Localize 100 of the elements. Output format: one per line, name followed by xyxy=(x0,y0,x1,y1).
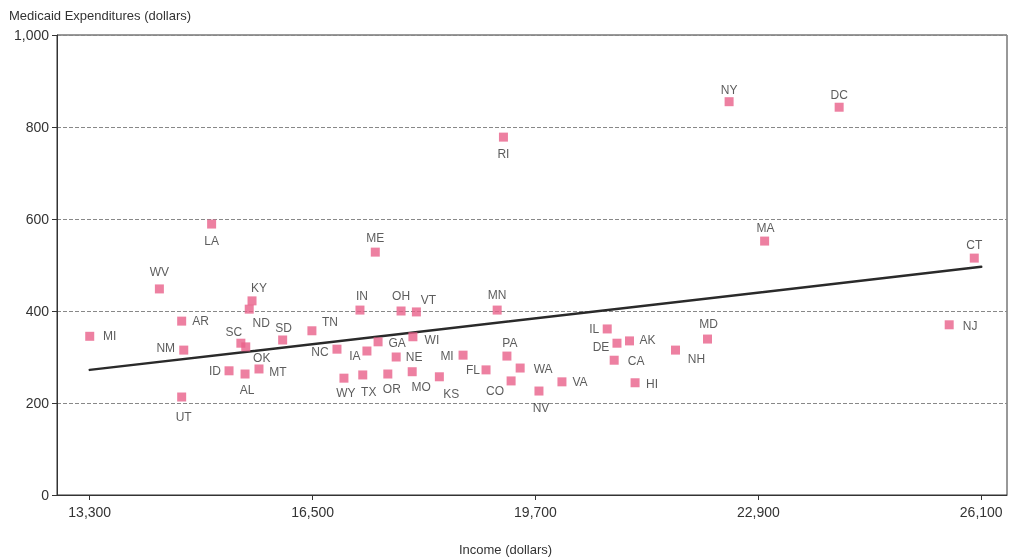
point xyxy=(370,247,380,257)
point xyxy=(625,336,635,346)
point xyxy=(278,335,288,345)
point xyxy=(154,284,164,294)
point xyxy=(85,331,95,341)
point xyxy=(612,338,622,348)
annotation: NV xyxy=(532,401,550,416)
annotation: HI xyxy=(646,376,659,391)
annotation: NJ xyxy=(962,318,978,333)
point xyxy=(515,363,525,373)
annotation: NY xyxy=(720,82,738,97)
annotation: KS xyxy=(443,386,460,401)
y-axis-title: Medicaid Expenditures (dollars) xyxy=(9,8,192,23)
x-tick-label: 13,300 xyxy=(68,504,112,520)
annotation: CT xyxy=(966,238,983,253)
point xyxy=(391,352,401,362)
point xyxy=(355,305,365,315)
point xyxy=(944,320,954,330)
point xyxy=(492,305,502,315)
point xyxy=(834,102,844,112)
annotation: ND xyxy=(252,316,271,331)
point xyxy=(502,351,512,361)
annotation: MN xyxy=(487,288,507,303)
point xyxy=(481,365,491,375)
annotation: LA xyxy=(204,234,219,249)
annotation: SD xyxy=(275,320,293,335)
point xyxy=(254,364,264,374)
annotation: VA xyxy=(572,374,588,389)
annotation: IL xyxy=(589,321,600,336)
annotation: VT xyxy=(420,292,437,307)
x-tick-label: 26,100 xyxy=(959,504,1003,520)
point xyxy=(630,378,640,388)
annotation: TX xyxy=(361,384,377,399)
point xyxy=(244,304,254,314)
point xyxy=(177,392,187,402)
annotation: SC xyxy=(225,325,243,340)
annotation: NM xyxy=(156,341,176,356)
annotation: PA xyxy=(502,336,518,351)
point xyxy=(458,350,468,360)
point xyxy=(557,377,567,387)
point xyxy=(534,386,544,396)
x-tick-label: 22,900 xyxy=(736,504,780,520)
annotation: FL xyxy=(466,362,481,377)
annotation: AL xyxy=(239,383,255,398)
y-tick-label: 800 xyxy=(25,119,50,135)
point xyxy=(434,372,444,382)
point xyxy=(506,376,516,386)
annotation: WI xyxy=(424,332,440,347)
point xyxy=(498,132,508,142)
annotation: AR xyxy=(192,314,210,329)
point xyxy=(969,253,979,263)
annotation: CA xyxy=(627,354,645,369)
point xyxy=(307,326,317,336)
annotation: MD xyxy=(699,317,719,332)
annotation: WY xyxy=(336,386,356,401)
annotation: CO xyxy=(486,383,505,398)
annotation: ID xyxy=(209,363,222,378)
y-tick-label: 0 xyxy=(41,487,50,503)
point xyxy=(241,342,251,352)
annotation: MA xyxy=(756,221,775,236)
annotation: AK xyxy=(639,332,656,347)
y-tick-label: 400 xyxy=(25,303,50,319)
point xyxy=(408,332,418,342)
point xyxy=(407,367,417,377)
point xyxy=(760,236,770,246)
point xyxy=(383,369,393,379)
y-tick-label: 600 xyxy=(25,211,50,227)
annotation: TN xyxy=(321,314,338,329)
point xyxy=(207,219,217,229)
annotation: MI xyxy=(103,329,117,344)
annotation: GA xyxy=(388,335,406,350)
point xyxy=(396,306,406,316)
point xyxy=(339,373,349,383)
point xyxy=(724,97,734,107)
point xyxy=(179,345,189,355)
point xyxy=(358,370,368,380)
annotation: NC xyxy=(311,345,329,360)
annotation: NH xyxy=(687,352,706,367)
point xyxy=(609,355,619,365)
point xyxy=(703,334,713,344)
x-axis-title: Income (dollars) xyxy=(458,542,553,557)
annotation: NE xyxy=(405,350,423,364)
annotation: RI xyxy=(497,147,510,162)
point xyxy=(362,346,372,356)
annotation: ME xyxy=(366,231,385,246)
point xyxy=(224,366,234,376)
annotation: KY xyxy=(251,280,268,295)
point xyxy=(602,324,612,334)
annotation: IN xyxy=(355,289,368,304)
point xyxy=(332,344,342,354)
annotation: OH xyxy=(392,289,411,303)
annotation: WA xyxy=(533,362,553,377)
point xyxy=(670,345,680,355)
point xyxy=(177,316,187,326)
annotation: IA xyxy=(349,349,361,364)
x-tick-label: 16,500 xyxy=(291,504,335,520)
point xyxy=(240,369,250,379)
annotation: MT xyxy=(269,364,288,379)
x-tick-label: 19,700 xyxy=(514,504,558,520)
annotation: DE xyxy=(592,340,610,355)
